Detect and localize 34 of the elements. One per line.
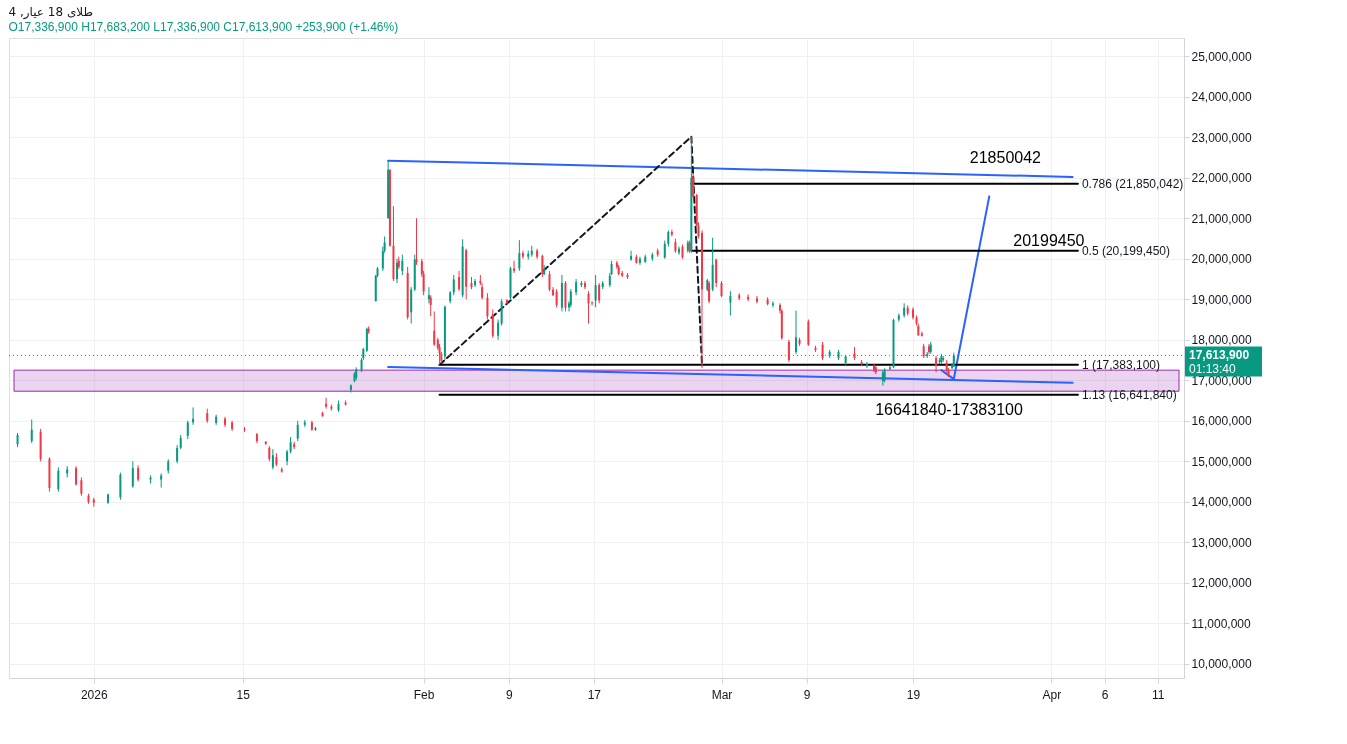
y-tick-label: 10,000,000 [1191, 657, 1252, 672]
x-tick-label: 15 [236, 687, 251, 702]
x-tick-label: 6 [1101, 687, 1109, 702]
y-tick-label: 24,000,000 [1191, 90, 1252, 105]
y-tick-label: 18,000,000 [1191, 333, 1252, 348]
annotation: 0.786 (21,850,042) [1081, 176, 1184, 191]
y-tick-label: 15,000,000 [1191, 454, 1252, 469]
y-tick-label: 19,000,000 [1191, 292, 1252, 307]
y-tick-label: 20,000,000 [1191, 252, 1252, 267]
x-tick-label: 2026 [80, 687, 108, 702]
x-tick-label: 11 [1151, 687, 1165, 702]
annotation: 1 (17,383,100) [1081, 357, 1160, 372]
annotation: 21850042 [969, 149, 1042, 166]
y-tick-label: 23,000,000 [1191, 130, 1252, 145]
y-tick-label: 16,000,000 [1191, 414, 1252, 429]
annotation: 16641840-17383100 [875, 401, 1023, 418]
y-tick-label: 11,000,000 [1191, 616, 1251, 631]
y-tick-label: 22,000,000 [1191, 171, 1252, 186]
x-tick-label: Feb [413, 687, 435, 702]
x-tick-label: Apr [1042, 687, 1062, 702]
y-tick-label: 14,000,000 [1191, 495, 1252, 510]
ref-line-label: 17,613,900 [1189, 348, 1250, 363]
x-tick-label: 19 [906, 687, 921, 702]
x-tick-label: 9 [505, 687, 513, 702]
y-tick-label: 21,000,000 [1191, 211, 1252, 226]
chart-title: طلای 18 عیار, 4 [8, 5, 94, 20]
x-tick-label: 17 [587, 687, 602, 702]
chart-subtitle: O17,336,900 H17,683,200 L17,336,900 C17,613,900 +253,900 (+1.46%) [8, 20, 399, 34]
x-tick-label: 9 [803, 687, 811, 702]
y-tick-label: 12,000,000 [1191, 576, 1252, 591]
annotation: 1.13 (16,641,840) [1081, 387, 1177, 402]
x-tick-label: Mar [711, 687, 733, 702]
y-tick-label: 25,000,000 [1191, 49, 1252, 64]
y-tick-label: 13,000,000 [1191, 535, 1252, 550]
